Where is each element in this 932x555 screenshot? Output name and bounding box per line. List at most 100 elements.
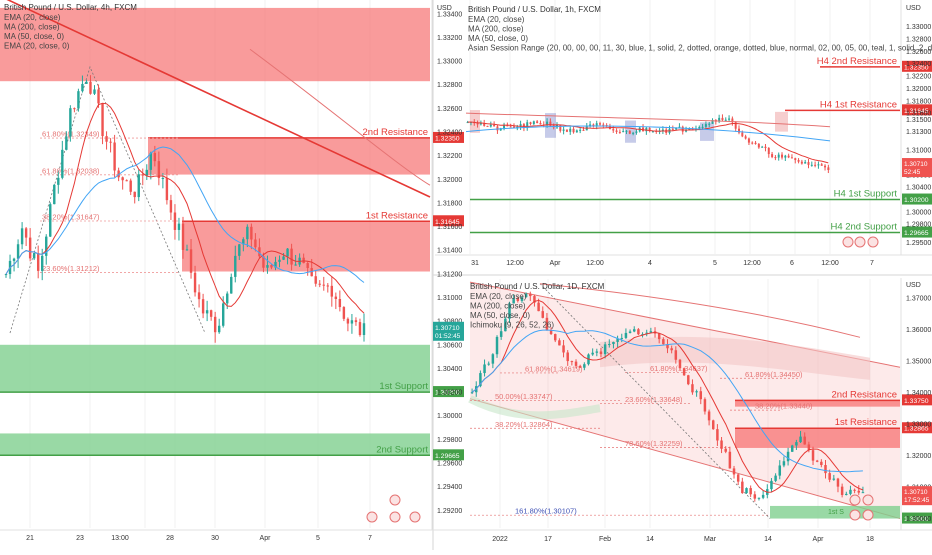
- candle-4h-candle: [238, 244, 241, 256]
- candle-4h-candle: [133, 191, 136, 198]
- candle-1h-candle: [698, 127, 701, 129]
- candle-1h-candle: [605, 125, 608, 127]
- candle-1d-candle: [803, 436, 806, 445]
- ichimoku-cloud-green: [468, 395, 601, 420]
- h4-level-label-3: H4 2nd Support: [830, 222, 897, 233]
- y-tick-1d: 1.36000: [906, 327, 931, 334]
- candle-1d-candle: [562, 345, 565, 353]
- level-price-1d-1: 1.32865: [904, 426, 929, 433]
- candle-4h-candle: [286, 248, 289, 257]
- last-price-bg-4h: [433, 321, 464, 341]
- y-tick-4h: 1.32000: [437, 177, 462, 184]
- candle-4h-candle: [201, 299, 205, 314]
- candle-1d-candle: [728, 451, 732, 469]
- fib-label-1: 61.80%(1.32038): [42, 166, 100, 175]
- candle-1h-candle: [569, 128, 572, 132]
- h4-level-price-1-bg: [902, 104, 932, 116]
- level-price-3: 1.29665: [435, 453, 460, 460]
- level-price-1d-0: 1.33750: [904, 398, 929, 405]
- x-tick-1h: 5: [713, 260, 717, 267]
- candle-4h-candle: [49, 204, 52, 237]
- candle-1d-candle: [603, 344, 607, 355]
- candle-1d-candle: [795, 442, 798, 446]
- level-label-1d-0: 2nd Resistance: [832, 389, 897, 400]
- candle-1h-candle: [503, 124, 506, 129]
- candle-4h-candle: [173, 212, 177, 230]
- candle-1h-candle: [741, 132, 744, 137]
- candle-1h-candle: [539, 123, 542, 125]
- pane-4h[interactable]: 61.80%(1.32349)61.80%(1.32038)38.20%(1.3…: [0, 0, 464, 542]
- candle-1h-candle: [651, 131, 654, 133]
- level-label-1: 1st Resistance: [366, 210, 428, 221]
- indicator-legend-1: MA (200, close): [470, 302, 526, 311]
- y-tick-1h: 1.32600: [906, 49, 931, 56]
- x-tick-1d: 17: [544, 536, 552, 543]
- candle-1d-candle: [761, 494, 765, 498]
- candle-1d-candle: [524, 293, 528, 298]
- candle-1d-candle: [832, 478, 836, 480]
- ma50-line: [5, 146, 365, 283]
- candle-1d-candle: [479, 373, 482, 387]
- zigzag-leg-1d: [539, 283, 771, 519]
- h4-level-label-0: H4 2nd Resistance: [817, 56, 897, 67]
- candle-1h-candle: [575, 130, 578, 133]
- currency-1h: USD: [906, 5, 921, 12]
- candle-1d-candle: [691, 384, 694, 393]
- candle-1h-candle: [800, 161, 803, 164]
- candle-1d-candle: [537, 302, 540, 312]
- candle-4h-candle: [181, 223, 185, 250]
- candle-1h-candle: [784, 155, 787, 158]
- fib-label-3: 23.60%(1.31212): [42, 264, 100, 273]
- asian-session-box: [775, 111, 788, 132]
- y-tick-4h: 1.31200: [437, 271, 462, 278]
- candle-4h-candle: [125, 180, 128, 182]
- candle-1h-candle: [496, 126, 499, 131]
- level-price-1d-0-bg: [902, 394, 932, 406]
- candle-1h-candle: [747, 138, 750, 143]
- candle-4h-candle: [57, 177, 60, 185]
- candle-1d-candle: [778, 465, 782, 476]
- pane-title: British Pound / U.S. Dollar, 4h, FXCM: [4, 3, 137, 12]
- ma200-line-1d: [539, 283, 861, 338]
- candle-1h-candle: [718, 117, 721, 122]
- pane-1d[interactable]: 61.80%(1.34450) 61.80%(1.34619) 61.80%(1.3…: [468, 279, 932, 543]
- candle-4h-candle: [121, 177, 124, 181]
- candle-1d-candle: [662, 339, 665, 345]
- candle-4h-candle: [342, 307, 346, 319]
- candle-1h-candle: [499, 128, 502, 131]
- x-tick-4h: 30: [211, 535, 219, 542]
- candle-1d-candle: [770, 480, 773, 490]
- fib-label-2: 38.20%(1.31647): [42, 213, 100, 222]
- event-flag-icon: [849, 494, 861, 506]
- level-label-1d-1: 1st Resistance: [835, 417, 897, 428]
- candle-4h-candle: [77, 91, 80, 109]
- candle-4h-candle: [338, 299, 342, 308]
- candle-4h-candle: [217, 325, 221, 333]
- candle-1h-candle: [757, 143, 760, 148]
- countdown-1d: 17:52:45: [904, 497, 930, 504]
- last-price-1d: 1.30710: [904, 489, 928, 496]
- candle-1h-candle: [804, 162, 807, 164]
- candle-1d-candle: [553, 334, 557, 341]
- candle-1d-candle: [678, 359, 682, 369]
- candle-1h-candle: [512, 126, 515, 129]
- candle-1d-candle: [549, 329, 553, 335]
- candle-1d-candle: [695, 391, 698, 393]
- pane-1h[interactable]: H4 2nd Resistance 1.32350 H4 1st Resistanc…: [465, 0, 932, 267]
- descending-channel: [470, 282, 900, 519]
- candle-1d-candle: [533, 296, 536, 303]
- candle-1d-candle: [591, 352, 594, 355]
- ema20-line-1d: [471, 299, 864, 493]
- candle-1d-candle: [741, 481, 744, 494]
- candle-4h-candle: [157, 161, 161, 179]
- candle-4h-candle: [101, 103, 104, 137]
- candle-4h-candle: [306, 263, 309, 269]
- candle-1d-candle: [811, 450, 815, 461]
- y-tick-4h: 1.30400: [437, 366, 462, 373]
- fib-label-1d-0: 61.80%(1.34450): [745, 370, 803, 379]
- candle-1h-candle: [734, 122, 737, 129]
- level-price-1d-2: 1.30000: [904, 516, 929, 523]
- y-tick-4h: 1.33000: [437, 59, 462, 66]
- candle-4h-candle: [326, 285, 329, 287]
